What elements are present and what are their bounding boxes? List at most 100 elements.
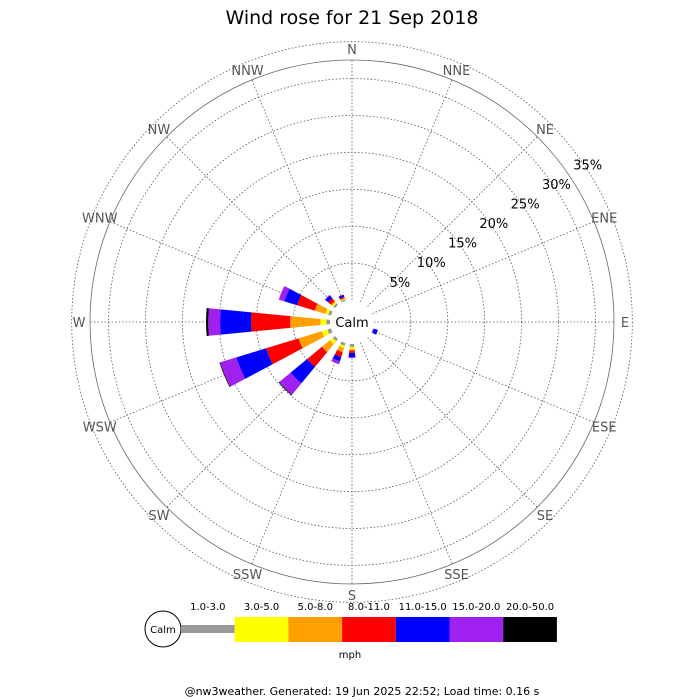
- direction-label-nnw: NNW: [231, 64, 263, 79]
- bar-nw-11.0-15.0: [325, 295, 333, 303]
- direction-label-w: W: [73, 316, 86, 331]
- bar-wnw-8.0-11.0: [297, 295, 318, 311]
- bar-sw-11.0-15.0: [290, 358, 316, 384]
- direction-label-wnw: WNW: [82, 212, 118, 227]
- direction-label-sse: SSE: [444, 568, 469, 583]
- bar-wsw-15.0-20.0: [220, 357, 246, 387]
- calm-circle: [330, 300, 374, 344]
- bar-wsw-11.0-15.0: [236, 348, 273, 379]
- legend-range-label: 20.0-50.0: [506, 602, 554, 613]
- bar-sw-20.0-50.0: [278, 381, 293, 396]
- bar-w-1.0-3.0: [326, 319, 331, 325]
- bar-w-15.0-20.0: [208, 308, 221, 336]
- bar-s-5.0-8.0: [349, 349, 355, 351]
- legend-swatch-15.0-20.0: [449, 617, 504, 642]
- ring-label: 25%: [511, 198, 540, 213]
- bar-nnw-1.0-3.0: [340, 299, 346, 303]
- bar-wsw-5.0-8.0: [298, 331, 325, 349]
- legend-calm-label: Calm: [150, 625, 176, 636]
- legend-swatch-8.0-11.0: [342, 617, 396, 642]
- bar-sw-1.0-3.0: [332, 335, 339, 342]
- legend-range-label: 15.0-20.0: [452, 602, 500, 613]
- spoke-ene: [372, 221, 595, 314]
- spoke-ssw: [251, 342, 344, 565]
- legend-range-label: 8.0-11.0: [348, 602, 390, 613]
- bar-w-8.0-11.0: [251, 312, 291, 332]
- ring-label: 5%: [390, 276, 411, 291]
- bar-sw-5.0-8.0: [321, 340, 334, 353]
- legend-range-label: 5.0-8.0: [298, 602, 333, 613]
- direction-label-wsw: WSW: [83, 420, 117, 435]
- bar-nw-15.0-20.0: [324, 294, 331, 301]
- direction-label-ssw: SSW: [233, 568, 263, 583]
- bar-ssw-3.0-5.0: [339, 344, 345, 348]
- spoke-se: [367, 337, 538, 508]
- ring-label: 30%: [542, 178, 571, 193]
- direction-label-nne: NNE: [443, 64, 471, 79]
- bar-ese-11.0-15.0: [372, 328, 378, 335]
- bar-s-3.0-5.0: [349, 346, 355, 350]
- chart-title: Wind rose for 21 Sep 2018: [225, 7, 478, 29]
- legend-swatch-3.0-5.0: [234, 617, 289, 642]
- bar-nnw-5.0-8.0: [340, 298, 345, 301]
- direction-label-sw: SW: [148, 509, 169, 524]
- bar-s-1.0-3.0: [349, 343, 355, 347]
- legend-unit-label: mph: [339, 650, 361, 661]
- bar-s-8.0-11.0: [349, 350, 355, 353]
- direction-label-ene: ENE: [591, 212, 617, 227]
- bar-ssw-1.0-3.0: [340, 341, 346, 346]
- speed-legend: Calm 1.0-3.0 3.0-5.0 5.0-8.0 8.0-11.0 11.0-1…: [144, 602, 557, 648]
- bar-nw-3.0-5.0: [332, 302, 337, 307]
- bar-wsw-20.0-50.0: [219, 362, 231, 388]
- spoke-nne: [360, 79, 453, 302]
- ring-label: 20%: [479, 217, 508, 232]
- spoke-nw: [166, 136, 337, 307]
- bar-nw-8.0-11.0: [328, 298, 335, 305]
- bar-w-11.0-15.0: [220, 309, 252, 335]
- direction-labels: N NNE NE ENE E ESE SE SSE S SSW SW WSW W WNW NW NNW: [73, 43, 630, 604]
- bar-wsw-3.0-5.0: [321, 329, 330, 337]
- direction-label-ese: ESE: [592, 420, 617, 435]
- bar-nnw-8.0-11.0: [339, 296, 345, 300]
- grid-ring: [71, 41, 633, 603]
- bar-wnw-11.0-15.0: [284, 288, 302, 306]
- bar-nw-1.0-3.0: [333, 303, 339, 309]
- bar-s-11.0-15.0: [348, 352, 356, 358]
- bar-sw-15.0-20.0: [279, 372, 302, 395]
- legend-range-label: 3.0-5.0: [244, 602, 279, 613]
- bar-sw-8.0-11.0: [307, 346, 328, 367]
- spoke-sse: [360, 342, 453, 565]
- bar-w-3.0-5.0: [320, 318, 327, 326]
- grid-ring: [292, 262, 412, 382]
- bar-wsw-8.0-11.0: [266, 338, 303, 365]
- wind-bars: [206, 286, 378, 396]
- outer-ring: [89, 59, 615, 585]
- direction-label-n: N: [347, 43, 357, 58]
- bar-ssw-8.0-11.0: [334, 349, 343, 358]
- ring-label: 10%: [417, 256, 446, 271]
- direction-label-s: S: [348, 589, 356, 604]
- bar-wsw-1.0-3.0: [327, 328, 333, 335]
- bar-wnw-15.0-20.0: [278, 286, 290, 302]
- bar-wnw-1.0-3.0: [328, 310, 333, 316]
- legend-range-label: 1.0-3.0: [190, 602, 225, 613]
- bar-w-20.0-50.0: [206, 308, 209, 336]
- grid-ring: [145, 115, 559, 529]
- ring-label: 35%: [573, 158, 602, 173]
- direction-label-ne: NE: [536, 123, 554, 138]
- bar-nnw-3.0-5.0: [340, 298, 346, 302]
- bar-wnw-3.0-5.0: [325, 308, 330, 315]
- bar-wnw-5.0-8.0: [314, 303, 328, 314]
- ring-label: 15%: [448, 237, 477, 252]
- bar-s-15.0-20.0: [348, 357, 356, 359]
- bar-nw-5.0-8.0: [331, 301, 336, 306]
- legend-swatch-1.0-3.0: [181, 625, 235, 633]
- spoke-ne: [367, 136, 538, 307]
- legend-range-label: 11.0-15.0: [399, 602, 447, 613]
- direction-label-se: SE: [537, 509, 553, 524]
- bar-ssw-15.0-20.0: [331, 358, 340, 365]
- calm-center: Calm: [330, 300, 374, 344]
- legend-swatch-5.0-8.0: [288, 617, 343, 642]
- spoke-nnw: [251, 79, 344, 302]
